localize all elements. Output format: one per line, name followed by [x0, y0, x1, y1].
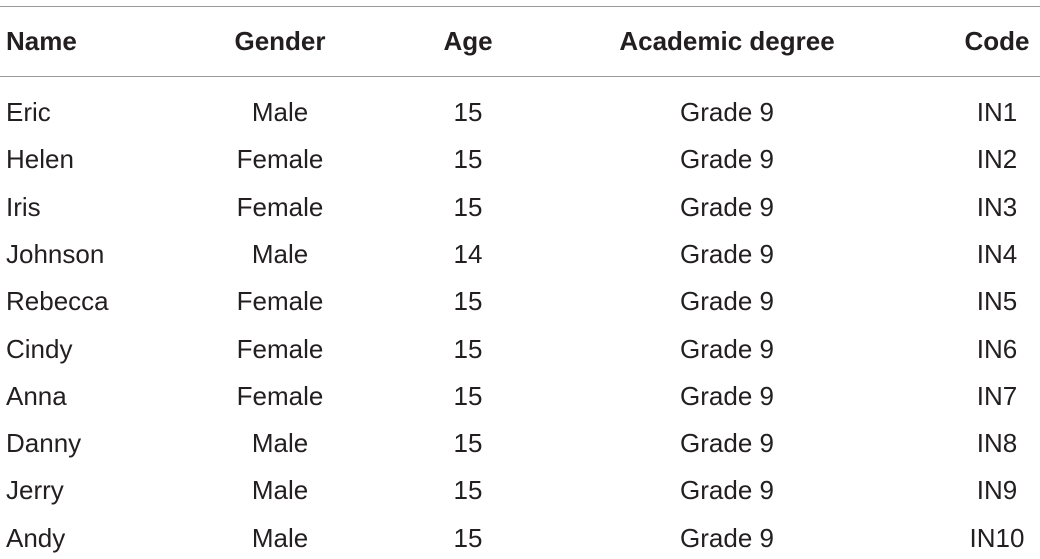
table-cell: IN7: [976, 380, 1018, 411]
table-cell: IN10: [969, 522, 1025, 553]
table-cell: Johnson: [6, 238, 105, 269]
table-cell: Grade 9: [680, 428, 774, 459]
table-cell: Eric: [6, 97, 51, 127]
table-cell: 15: [453, 428, 483, 459]
table-cell: Grade 9: [680, 97, 774, 127]
table-cell: Grade 9: [680, 286, 774, 317]
table-cell: Male: [251, 428, 309, 459]
table-cell: 15: [453, 144, 483, 175]
table-cell: 15: [453, 522, 483, 553]
table-cell: Grade 9: [680, 191, 774, 222]
header-cell: Age: [443, 26, 493, 56]
table-cell: Grade 9: [680, 380, 774, 411]
table-cell: IN1: [976, 97, 1018, 127]
table-cell: Male: [251, 238, 309, 269]
table-cell: IN4: [976, 238, 1018, 269]
table-cell: IN9: [976, 475, 1018, 506]
table-cell: Grade 9: [680, 333, 774, 364]
table-cell: Female: [236, 286, 324, 317]
table-cell: Female: [236, 144, 324, 175]
top-rule: [0, 6, 1040, 7]
table-cell: Female: [236, 333, 324, 364]
table-cell: Grade 9: [680, 475, 774, 506]
table-cell: Male: [251, 97, 309, 127]
table-cell: Grade 9: [680, 522, 774, 553]
table-cell: Male: [251, 522, 309, 553]
table-cell: IN5: [976, 286, 1018, 317]
header-rule: [0, 76, 1040, 77]
header-cell: Gender: [234, 26, 326, 56]
table-cell: 14: [453, 238, 483, 269]
table-cell: 15: [453, 191, 483, 222]
table-cell: IN2: [976, 144, 1018, 175]
table-cell: Grade 9: [680, 144, 774, 175]
table-cell: IN6: [976, 333, 1018, 364]
table-cell: Iris: [6, 191, 41, 222]
table-cell: Female: [236, 191, 324, 222]
table-cell: Helen: [6, 144, 74, 175]
header-cell: Academic degree: [619, 26, 835, 56]
table-cell: 15: [453, 97, 483, 127]
table-cell: Anna: [6, 380, 67, 411]
table-cell: Andy: [6, 522, 66, 553]
table-cell: 15: [453, 475, 483, 506]
table-cell: Grade 9: [680, 238, 774, 269]
table-cell: 15: [453, 286, 483, 317]
table-cell: 15: [453, 333, 483, 364]
table-cell: Danny: [6, 428, 82, 459]
header-cell: Name: [6, 26, 77, 56]
table-cell: Rebecca: [6, 286, 109, 317]
table-cell: Male: [251, 475, 309, 506]
header-cell: Code: [964, 26, 1030, 56]
table-cell: Female: [236, 380, 324, 411]
table-cell: IN8: [976, 428, 1018, 459]
table-cell: 15: [453, 380, 483, 411]
table-cell: Cindy: [6, 333, 73, 364]
table-cell: IN3: [976, 191, 1018, 222]
table-cell: Jerry: [6, 475, 64, 506]
